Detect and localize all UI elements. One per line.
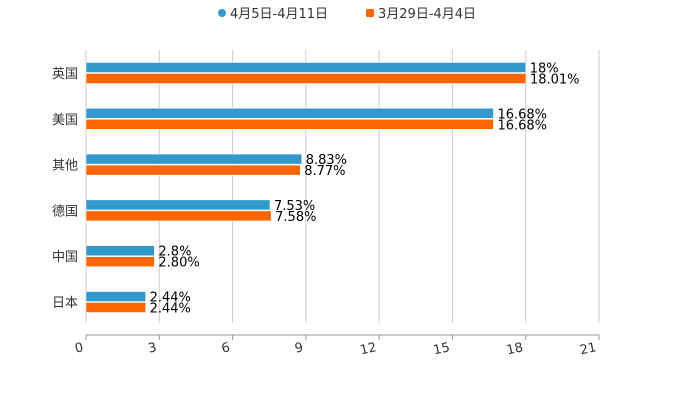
data-label: 7.53% — [274, 199, 315, 214]
data-label: 8.77% — [304, 164, 345, 179]
data-label: 8.83% — [306, 153, 347, 168]
x-tick-label: 12 — [359, 340, 378, 358]
bar-series1 — [85, 199, 271, 211]
x-tick-label: 9 — [293, 340, 304, 356]
bar-series1 — [85, 108, 494, 119]
category-label: 德国 — [52, 204, 78, 219]
category-label: 中国 — [52, 250, 78, 265]
bar-series2 — [85, 73, 527, 84]
x-tick-label: 3 — [147, 340, 158, 356]
x-tick-label: 18 — [505, 340, 524, 358]
bar-series2 — [85, 119, 494, 130]
bar-series1 — [85, 153, 302, 165]
bar-series2 — [85, 164, 301, 176]
legend-marker-square — [366, 9, 374, 17]
data-label: 2.8% — [158, 245, 191, 260]
data-label: 7.58% — [275, 210, 316, 225]
bar-series2 — [85, 302, 146, 313]
data-label: 18% — [530, 62, 559, 77]
x-tick-label: 0 — [74, 340, 85, 356]
x-tick-label: 6 — [220, 340, 231, 356]
category-label: 其他 — [52, 159, 78, 174]
x-tick-label: 15 — [432, 340, 451, 358]
data-label: 16.68% — [497, 107, 547, 122]
legend-label: 4月5日-4月11日 — [230, 7, 328, 22]
bar-series2 — [85, 210, 272, 222]
data-label: 2.80% — [158, 256, 199, 271]
bar-series1 — [85, 291, 146, 302]
legend-label: 3月29日-4月4日 — [378, 7, 476, 22]
category-label: 英国 — [52, 67, 78, 82]
category-label: 日本 — [52, 296, 78, 311]
category-label: 美国 — [52, 113, 78, 128]
bar-series1 — [85, 62, 526, 73]
data-label: 2.44% — [150, 291, 191, 306]
x-tick-label: 21 — [579, 340, 598, 358]
data-label: 18.01% — [530, 73, 580, 88]
bar-series1 — [85, 245, 155, 256]
data-label: 16.68% — [497, 118, 547, 133]
bar-series2 — [85, 256, 155, 267]
legend-marker-circle — [218, 9, 226, 17]
data-label: 2.44% — [150, 302, 191, 317]
